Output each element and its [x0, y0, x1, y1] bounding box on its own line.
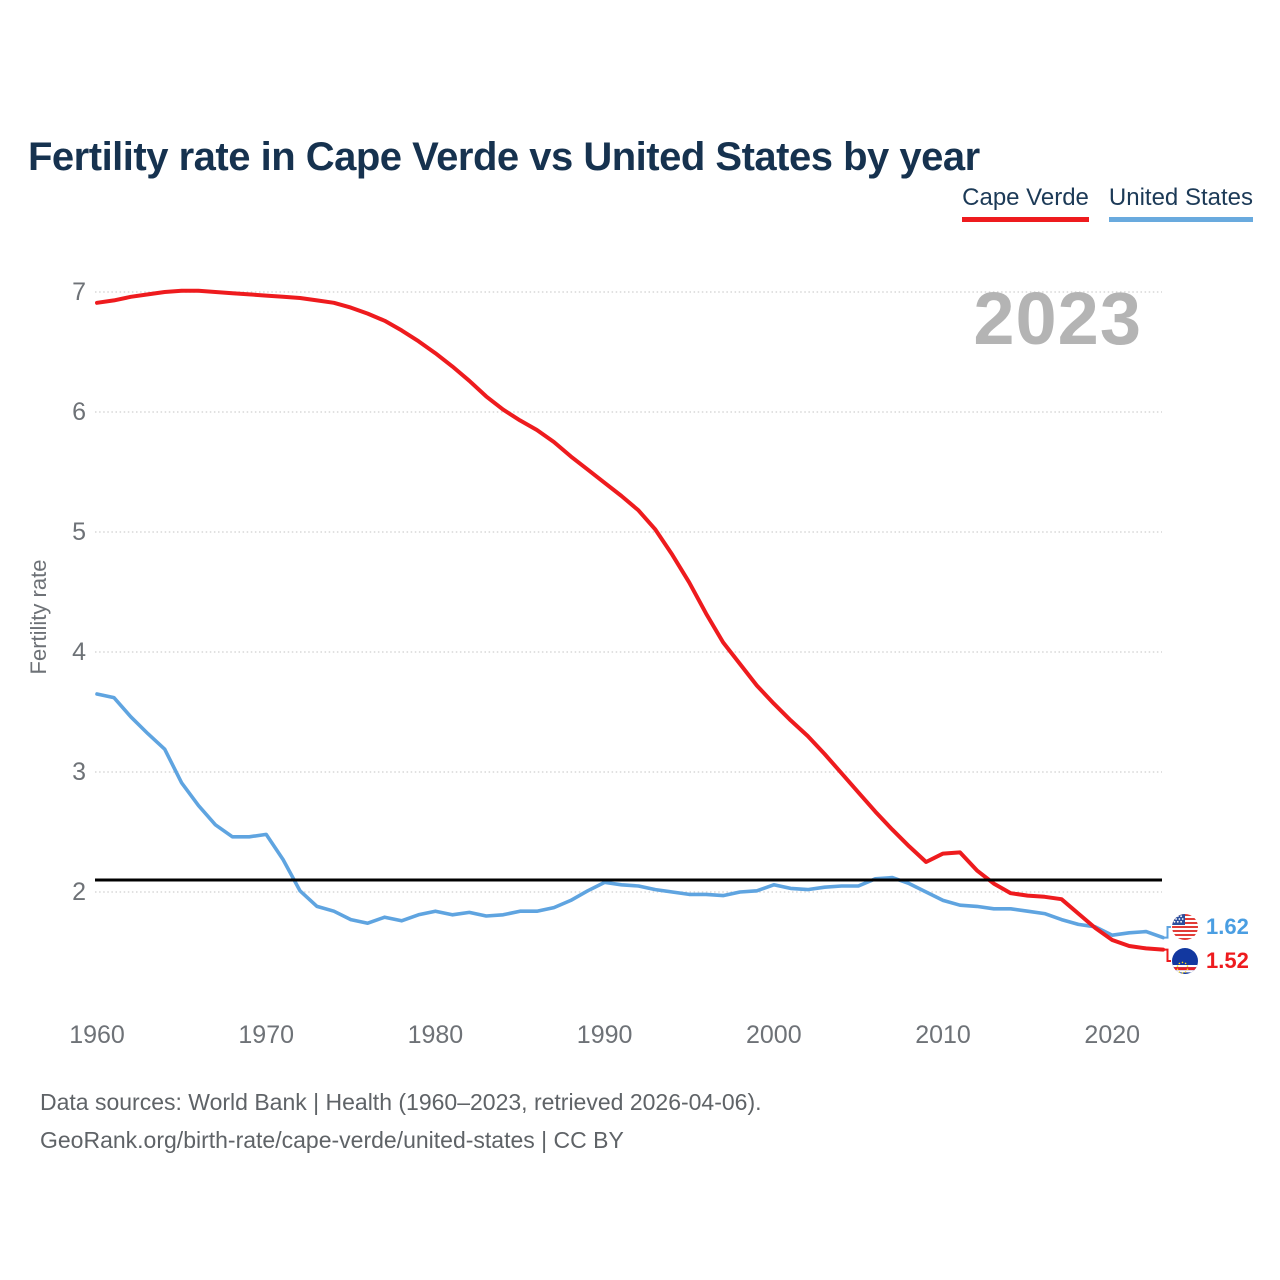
y-tick-7: 7 [72, 278, 86, 306]
cape-verde-end-value-label: 1.52 [1206, 948, 1249, 973]
x-tick-1980: 1980 [407, 1021, 464, 1049]
y-tick-6: 6 [72, 398, 86, 426]
line-united-states [95, 692, 1165, 940]
cape-verde-flag-icon [1172, 948, 1198, 974]
cape-verde-leader-line [1163, 948, 1171, 962]
y-tick-2: 2 [72, 878, 86, 906]
x-tick-2010: 2010 [915, 1021, 971, 1049]
legend-item-cape-verde[interactable]: Cape Verde [962, 184, 1089, 222]
x-tick-1990: 1990 [576, 1021, 633, 1049]
us-leader-line [1163, 926, 1171, 939]
us-end-value-label: 1.62 [1206, 914, 1249, 939]
footer: Data sources: World Bank | Health (1960–… [40, 1083, 762, 1159]
attribution-line: GeoRank.org/birth-rate/cape-verde/united… [40, 1127, 624, 1153]
data-sources-line: Data sources: World Bank | Health (1960–… [40, 1089, 762, 1115]
us-flag-icon [1172, 914, 1198, 940]
page-title: Fertility rate in Cape Verde vs United S… [28, 134, 980, 179]
x-tick-2020: 2020 [1084, 1021, 1141, 1049]
x-tick-2000: 2000 [746, 1021, 802, 1049]
y-tick-5: 5 [72, 518, 86, 546]
y-tick-3: 3 [72, 758, 86, 786]
line-cape-verde [95, 288, 1165, 952]
x-tick-1970: 1970 [238, 1021, 295, 1049]
legend: Cape Verde United States [962, 184, 1253, 222]
year-watermark: 2023 [973, 277, 1142, 360]
legend-item-united-states[interactable]: United States [1108, 184, 1253, 222]
y-tick-4: 4 [72, 638, 86, 666]
x-tick-1960: 1960 [69, 1021, 125, 1049]
